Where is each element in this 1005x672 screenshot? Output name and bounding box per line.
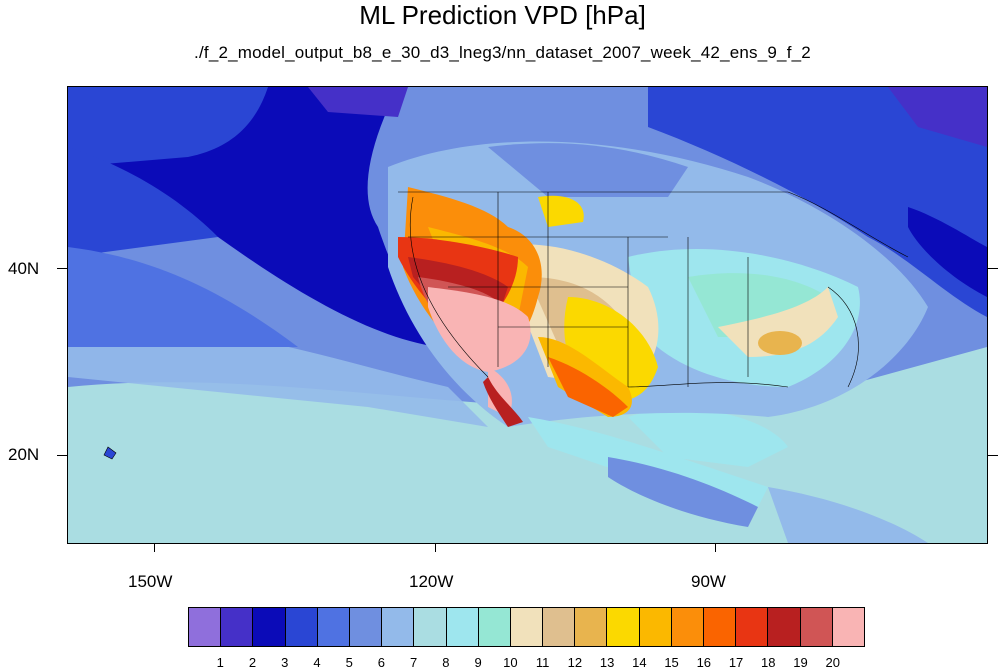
colorbar-box [671,608,704,646]
colorbar-label: 3 [281,655,289,670]
colorbar-box [253,608,286,646]
tick-20n-right [988,455,998,456]
colorbar-box [768,608,801,646]
colorbar-label: 20 [825,655,840,670]
map-title: ML Prediction VPD [hPa] [359,0,646,30]
colorbar-label: 17 [728,655,744,670]
tick-120w [435,544,436,552]
tick-20n [57,455,67,456]
colorbar-box [575,608,608,646]
colorbar-label: 11 [535,655,550,670]
lon-label-90w: 90W [691,572,726,591]
colorbar-box [704,608,737,646]
colorbar-label: 6 [377,655,386,670]
colorbar-label: 2 [248,655,257,670]
colorbar-label: 16 [696,655,712,670]
colorbar-box [510,608,544,646]
colorbar-label: 9 [474,655,482,670]
colorbar-label: 1 [216,655,224,670]
colorbar-box [382,608,415,646]
colorbar-label: 19 [793,655,808,670]
colorbar-box [543,608,576,646]
lon-label-150w: 150W [128,572,173,591]
colorbar-label: 10 [503,655,518,670]
colorbar-box [478,608,511,646]
colorbar-box [800,608,833,646]
colorbar-label: 4 [313,655,321,670]
colorbar-label: 15 [664,655,679,670]
colorbar-box [736,608,769,646]
map-panel [67,86,988,544]
tick-150w [154,544,155,552]
vpd-field-map [68,87,987,543]
tick-40n-right [988,268,998,269]
tick-40n [57,268,67,269]
colorbar-box [607,608,640,646]
colorbar-box [317,608,350,646]
colorbar-box [349,608,383,646]
colorbar-box [285,608,318,646]
colorbar-box [639,608,672,646]
colorbar-label: 8 [442,655,450,670]
colorbar-box [832,608,864,646]
colorbar-box [189,608,222,646]
colorbar-label: 5 [345,655,353,670]
lat-label-20n: 20N [8,445,40,464]
map-subtitle: ./f_2_model_output_b8_e_30_d3_lneg3/nn_d… [194,43,811,62]
colorbar [188,607,865,647]
lon-label-120w: 120W [409,572,454,591]
colorbar-box [446,608,479,646]
lat-label-40n: 40N [8,259,40,278]
colorbar-label: 7 [410,655,418,670]
colorbar-label: 13 [599,655,615,670]
colorbar-label: 12 [567,655,583,670]
colorbar-box [414,608,447,646]
tick-90w [715,544,716,552]
colorbar-box [221,608,254,646]
colorbar-label: 14 [632,655,647,670]
colorbar-label: 18 [761,655,776,670]
